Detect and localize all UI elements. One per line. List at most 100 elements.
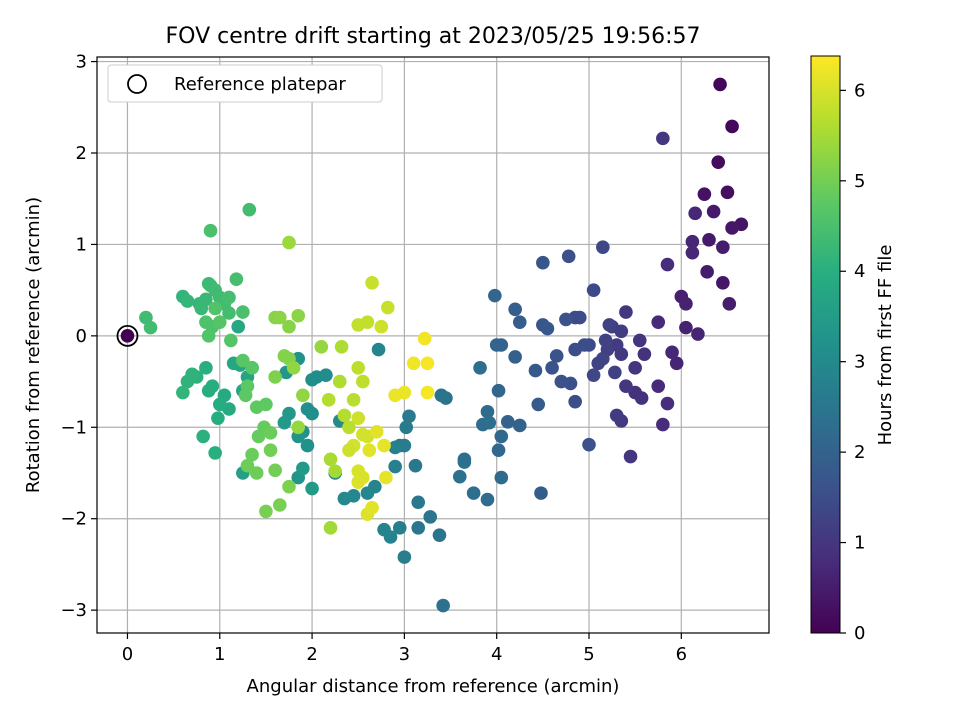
y-axis: −3 −2 −1 0 1 2 3 <box>60 52 97 621</box>
scatter-point <box>473 361 487 375</box>
scatter-point <box>582 437 596 452</box>
scatter-point <box>199 361 213 375</box>
scatter-point <box>388 459 402 474</box>
scatter-point <box>609 408 624 423</box>
scatter-point <box>554 374 569 389</box>
scatter-point <box>120 329 135 343</box>
x-tick-label: 3 <box>399 644 410 665</box>
scatter-point <box>374 319 389 334</box>
scatter-point <box>392 521 407 535</box>
scatter-point <box>491 383 506 398</box>
legend: Reference platepar <box>107 64 383 103</box>
scatter-point <box>725 221 739 235</box>
scatter-point <box>180 294 195 308</box>
scatter-point <box>305 481 319 496</box>
scatter-point <box>199 292 213 307</box>
legend-marker <box>127 74 147 94</box>
x-tick-label: 1 <box>214 644 225 665</box>
scatter-point <box>314 340 329 354</box>
scatter-point <box>452 469 467 484</box>
colorbar-tick-label: 0 <box>854 623 865 644</box>
scatter-point <box>508 350 522 364</box>
y-tick-label: 2 <box>76 143 87 164</box>
scatter-point <box>328 464 342 478</box>
scatter-point <box>436 598 450 613</box>
scatter-point <box>224 333 238 348</box>
scatter-point <box>321 393 336 407</box>
scatter-point <box>651 379 666 393</box>
scatter-point <box>211 411 225 425</box>
scatter-point <box>377 438 391 453</box>
scatter-point <box>722 297 737 311</box>
scatter-point <box>240 458 255 473</box>
scatter-point <box>342 443 356 457</box>
scatter-point <box>420 385 435 400</box>
scatter-point <box>399 420 414 435</box>
colorbar-tick-label: 4 <box>854 261 865 282</box>
scatter-point <box>628 361 642 375</box>
scatter-point <box>351 361 366 375</box>
x-axis: 0 1 2 3 4 5 6 <box>122 633 687 665</box>
scatter-point <box>660 396 675 411</box>
scatter-point <box>365 500 379 515</box>
scatter-point <box>608 365 622 380</box>
colorbar-tick-label: 5 <box>854 171 865 192</box>
scatter-point <box>365 276 379 290</box>
colorbar-ticks: 0 1 2 3 4 5 6 <box>840 80 865 644</box>
scatter-point <box>323 521 338 535</box>
scatter-point <box>725 119 739 134</box>
scatter-point <box>559 312 573 327</box>
scatter-point <box>586 283 601 297</box>
scatter-point <box>360 315 375 329</box>
grid <box>97 57 769 633</box>
scatter-point <box>291 308 306 323</box>
scatter-point <box>379 470 393 485</box>
scatter-point <box>305 406 319 421</box>
y-tick-label: 1 <box>76 234 87 255</box>
scatter-point <box>586 368 601 382</box>
scatter-point <box>480 492 495 507</box>
points-layer <box>116 77 749 613</box>
scatter-point <box>457 455 472 469</box>
scatter-point <box>702 233 716 247</box>
scatter-point <box>632 333 647 348</box>
scatter-point <box>706 204 721 219</box>
scatter-point <box>482 415 497 430</box>
scatter-point <box>380 300 395 315</box>
scatter-point <box>342 420 356 435</box>
scatter-point <box>568 394 582 409</box>
scatter-point <box>236 305 250 319</box>
scatter-point <box>488 288 502 303</box>
scatter-point <box>540 321 555 336</box>
scatter-point <box>208 446 222 460</box>
scatter-point <box>351 475 366 489</box>
colorbar-tick-label: 2 <box>854 442 865 463</box>
legend-box <box>107 64 383 103</box>
scatter-point <box>296 388 310 403</box>
scatter-point <box>716 276 730 290</box>
scatter-point <box>277 415 292 430</box>
scatter-point <box>369 425 384 439</box>
y-tick-label: −2 <box>60 509 87 530</box>
scatter-point <box>528 363 543 378</box>
colorbar-tick-label: 1 <box>854 533 865 554</box>
scatter-point <box>549 349 564 363</box>
scatter-point <box>697 187 712 201</box>
scatter-point <box>656 417 670 432</box>
scatter-point <box>249 466 264 480</box>
scatter-point <box>259 397 273 412</box>
scatter-point <box>408 458 423 473</box>
scatter-point <box>268 370 282 384</box>
scatter-point <box>508 302 522 317</box>
y-tick-label: −1 <box>60 417 87 438</box>
scatter-point <box>397 550 412 564</box>
scatter-point <box>700 265 714 279</box>
scatter-point <box>623 449 638 464</box>
x-axis-label: Angular distance from reference (arcmin) <box>247 676 620 697</box>
scatter-point <box>323 452 338 467</box>
colorbar-gradient <box>810 55 841 634</box>
scatter-point <box>417 331 432 346</box>
scatter-point <box>242 202 257 217</box>
scatter-point <box>337 491 352 506</box>
